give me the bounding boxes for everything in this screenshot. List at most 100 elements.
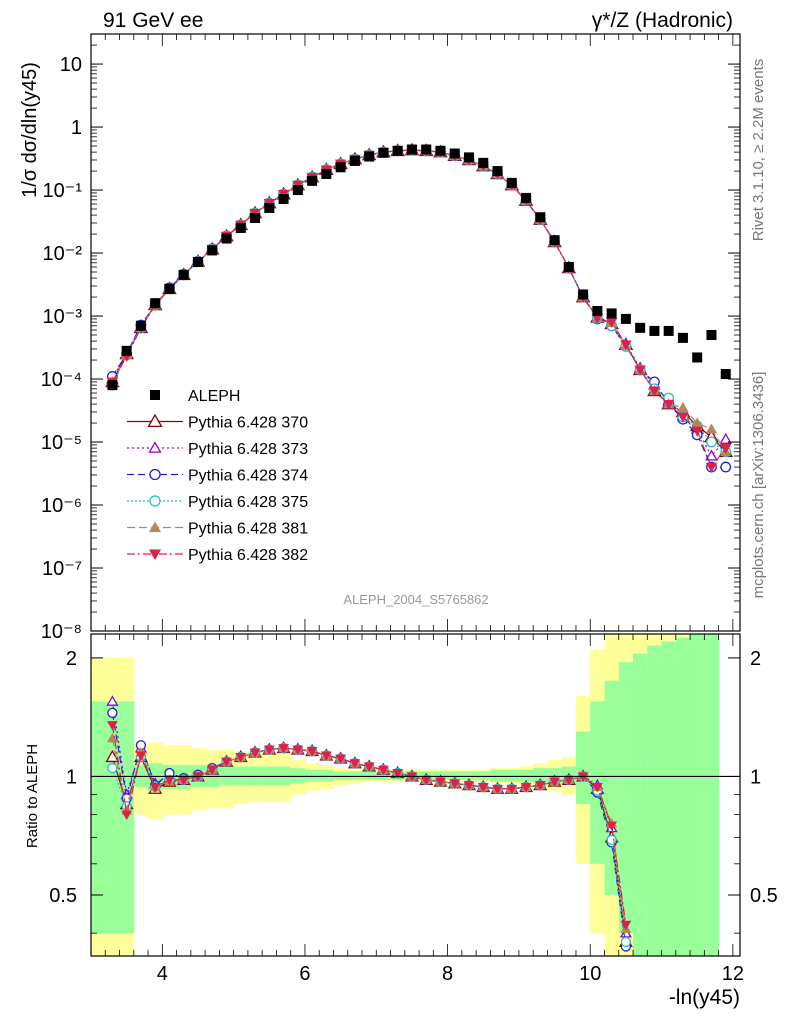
- band-inner: [91, 701, 106, 934]
- ratio-marker: [378, 765, 389, 776]
- band-inner: [476, 771, 491, 780]
- ratio-marker: [563, 775, 575, 786]
- ratio-y-tick-label: 2: [750, 648, 761, 670]
- band-inner: [447, 771, 463, 780]
- data-point: [578, 289, 589, 300]
- band-inner: [661, 641, 677, 956]
- legend-marker: [149, 521, 161, 532]
- ratio-marker: [192, 772, 204, 782]
- ratio-marker: [549, 777, 560, 788]
- data-point: [221, 233, 232, 244]
- ratio-y-tick-label: 0.5: [49, 885, 77, 907]
- ratio-marker: [292, 745, 304, 755]
- main-y-tick-label: 10⁻³: [43, 306, 83, 328]
- data-point: [706, 329, 717, 340]
- band-inner: [647, 645, 663, 956]
- data-point: [392, 145, 403, 156]
- data-point: [435, 145, 446, 156]
- data-point: [349, 155, 360, 166]
- band-inner: [376, 771, 392, 780]
- band-inner: [533, 768, 548, 784]
- ratio-plot-frame: [90, 633, 741, 957]
- x-tick-label: 6: [299, 963, 310, 985]
- main-y-tick-label: 10⁻⁸: [41, 621, 82, 643]
- legend-label: Pythia 6.428 370: [188, 415, 308, 432]
- ratio-marker: [392, 769, 404, 779]
- ratio-marker: [363, 762, 375, 772]
- data-point: [478, 157, 489, 168]
- data-point: [164, 283, 175, 294]
- main-y-axis-label: 1/σ dσ/dln(y45): [19, 62, 41, 198]
- data-point: [150, 298, 161, 309]
- mc-marker: [691, 426, 703, 437]
- legend-marker: [148, 441, 162, 453]
- ratio-marker: [164, 775, 175, 786]
- mc-line: [111, 149, 727, 453]
- data-point: [192, 257, 203, 268]
- band-inner: [290, 768, 306, 784]
- legend-label: Pythia 6.428 375: [188, 494, 308, 511]
- mc-marker: [705, 462, 718, 473]
- main-y-tick-label: 10: [60, 54, 82, 76]
- ratio-marker: [406, 772, 418, 782]
- band-inner: [304, 769, 320, 782]
- ratio-marker: [106, 721, 118, 731]
- ratio-y-tick-label: 1: [66, 766, 77, 788]
- data-point: [663, 325, 674, 336]
- ratio-y-tick-label: 0.5: [750, 885, 778, 907]
- main-y-tick-label: 10⁻¹: [43, 180, 83, 202]
- main-y-tick-label: 10⁻⁶: [41, 495, 82, 517]
- ratio-marker: [335, 754, 347, 765]
- data-point: [649, 325, 660, 336]
- data-point: [235, 222, 246, 233]
- mc-line: [111, 149, 727, 453]
- data-point: [207, 245, 218, 256]
- band-inner: [633, 653, 648, 956]
- ratio-line: [111, 701, 627, 934]
- mc-marker: [705, 423, 718, 434]
- main-y-tick-label: 1: [71, 117, 82, 139]
- mc-marker: [605, 317, 618, 328]
- band-inner: [461, 771, 477, 780]
- data-point: [107, 380, 118, 391]
- band-inner: [690, 634, 705, 956]
- data-point: [264, 202, 275, 213]
- ratio-marker: [107, 762, 118, 774]
- main-plot-frame: [90, 33, 741, 632]
- band-inner: [319, 769, 334, 782]
- ratio-marker: [249, 748, 261, 758]
- main-y-tick-label: 10⁻⁷: [42, 558, 82, 580]
- data-point: [321, 168, 332, 179]
- rivet-version-label: Rivet 3.1.10, ≥ 2.2M events: [750, 59, 767, 242]
- header-left-title: 91 GeV ee: [103, 9, 203, 32]
- ratio-marker: [506, 784, 518, 795]
- ratio-marker: [107, 707, 118, 719]
- data-point: [521, 192, 532, 203]
- mc-marker: [620, 340, 632, 351]
- ratio-marker: [577, 772, 589, 782]
- data-point: [592, 306, 603, 317]
- mc-marker: [677, 412, 689, 423]
- data-point: [250, 212, 261, 223]
- data-point: [549, 235, 560, 246]
- data-point: [307, 175, 318, 186]
- data-point: [178, 269, 189, 280]
- ratio-marker: [463, 781, 475, 791]
- main-y-tick-label: 10⁻²: [43, 243, 83, 265]
- ratio-marker: [435, 777, 446, 788]
- ratio-y-tick-label: 2: [66, 648, 77, 670]
- legend-marker: [149, 468, 161, 481]
- main-series-layer: [105, 142, 734, 473]
- data-point: [677, 332, 688, 343]
- data-point: [449, 148, 460, 159]
- ratio-marker: [106, 695, 119, 706]
- mc-marker: [677, 402, 689, 413]
- band-inner: [618, 662, 634, 934]
- x-tick-label: 8: [442, 963, 453, 985]
- band-inner: [675, 637, 691, 956]
- data-point: [135, 320, 146, 331]
- x-tick-label: 4: [157, 963, 168, 985]
- ratio-marker: [591, 782, 603, 793]
